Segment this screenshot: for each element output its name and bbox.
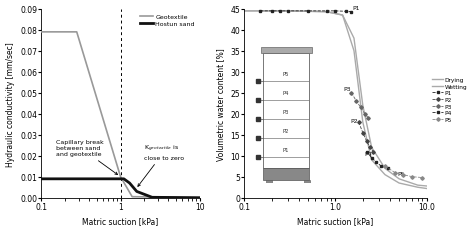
- Text: P1: P1: [353, 6, 360, 11]
- Y-axis label: Volumetric water content [%]: Volumetric water content [%]: [216, 48, 225, 160]
- Text: P2: P2: [350, 118, 357, 123]
- Text: P3: P3: [343, 87, 351, 92]
- Text: P5: P5: [398, 171, 405, 176]
- X-axis label: Matric suction [kPa]: Matric suction [kPa]: [82, 216, 159, 225]
- Legend: Geotextile, Hostun sand: Geotextile, Hostun sand: [138, 13, 197, 29]
- X-axis label: Matric suction [kPa]: Matric suction [kPa]: [297, 216, 374, 225]
- Text: K$_{geotextile}$ is
close to zero: K$_{geotextile}$ is close to zero: [138, 143, 184, 187]
- Text: Capillary break
between sand
and geotextile: Capillary break between sand and geotext…: [56, 139, 118, 175]
- Y-axis label: Hydraulic conductivity [mm/sec]: Hydraulic conductivity [mm/sec]: [6, 42, 15, 166]
- Legend: Drying, Wetting, P1, P2, P3, P4, P5: Drying, Wetting, P1, P2, P3, P4, P5: [431, 77, 468, 123]
- Text: P4: P4: [365, 152, 373, 156]
